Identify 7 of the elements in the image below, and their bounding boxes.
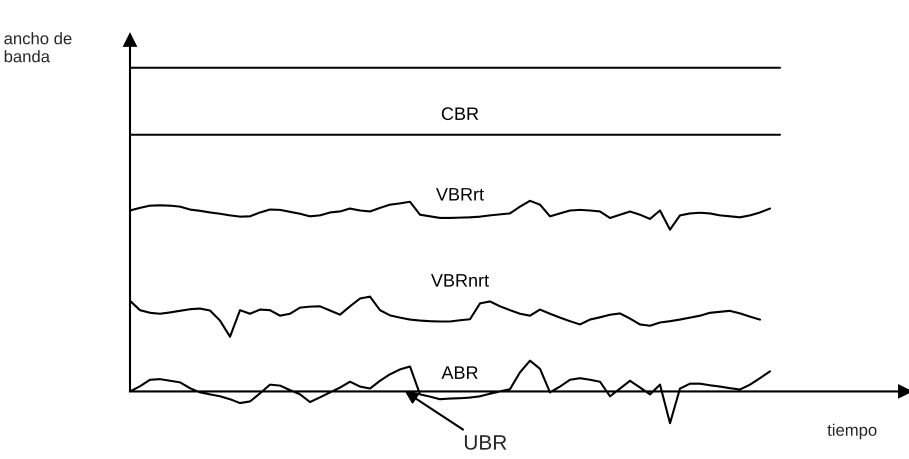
y-axis-title: ancho de banda [4, 32, 72, 62]
series-label: VBRrt [436, 188, 484, 201]
x-axis-title: tiempo [827, 424, 876, 440]
series-label: VBRnrt [430, 274, 489, 287]
series-label: CBR [442, 107, 478, 120]
annotation: UBR [464, 435, 506, 450]
series-label: ABR [441, 366, 478, 379]
